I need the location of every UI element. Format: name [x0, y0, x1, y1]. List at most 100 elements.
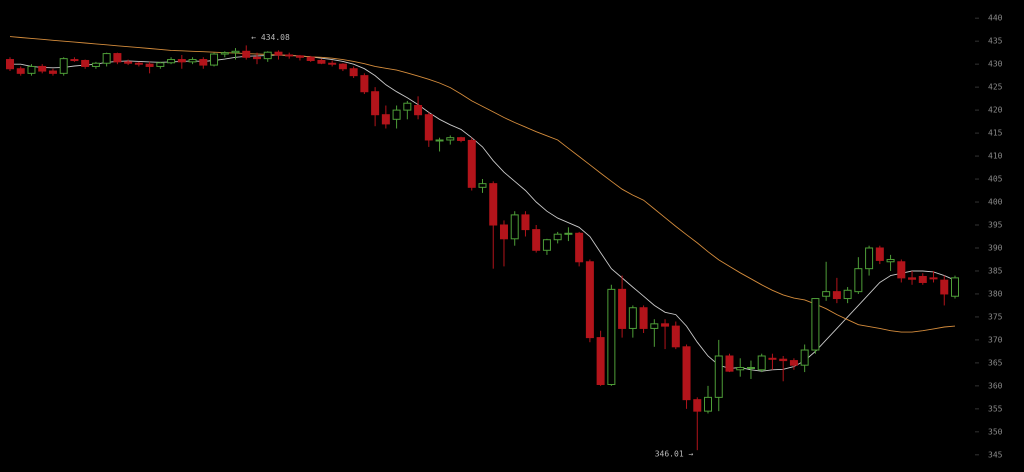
candle-body [553, 233, 562, 241]
candle-body [875, 247, 884, 261]
y-tick-label: 395 [988, 221, 1003, 230]
y-tick-label: 420 [988, 106, 1003, 115]
candle-body [650, 323, 659, 329]
candle-body [585, 261, 594, 339]
candle-body [467, 139, 476, 188]
y-tick-label: 360 [988, 381, 1003, 390]
y-tick-label: 365 [988, 358, 1003, 367]
candle-body [263, 51, 272, 60]
candle-body [832, 291, 841, 300]
candle-body [693, 399, 702, 412]
candle-body [661, 323, 670, 327]
candle-body [532, 229, 541, 251]
candle-body [371, 91, 380, 116]
y-tick-label: 375 [988, 312, 1003, 321]
candle-body [306, 56, 315, 61]
candle-body [682, 346, 691, 401]
y-tick-label: 345 [988, 450, 1003, 459]
y-tick-label: 370 [988, 335, 1003, 344]
candle-body [929, 277, 938, 280]
candle-body [338, 63, 347, 70]
y-tick-label: 400 [988, 198, 1003, 207]
candle-body [596, 337, 605, 385]
candle-body [199, 59, 208, 66]
candle-body [70, 59, 79, 62]
candle-body [231, 50, 240, 54]
candle-body [134, 62, 143, 65]
y-tick-label: 350 [988, 427, 1003, 436]
candle-body [908, 277, 917, 280]
y-tick-label: 355 [988, 404, 1003, 413]
y-tick-label: 405 [988, 175, 1003, 184]
y-tick-label: 430 [988, 60, 1003, 69]
candle-body [575, 232, 584, 263]
candle-body [102, 53, 111, 64]
candle-body [940, 279, 949, 295]
candle-body [457, 137, 466, 141]
candle-body [81, 59, 90, 67]
candle-body [295, 55, 304, 58]
candle-body [446, 137, 455, 141]
candle-body [113, 53, 122, 63]
y-tick-label: 425 [988, 83, 1003, 92]
candle-body [510, 214, 519, 240]
candle-body [768, 357, 777, 360]
candle-body [639, 307, 648, 329]
candle-body [177, 59, 186, 63]
y-tick-label: 390 [988, 243, 1003, 252]
candle-body [542, 239, 551, 251]
candle-body [499, 224, 508, 240]
candle-body [618, 288, 627, 329]
candle-body [843, 289, 852, 300]
candle-body [403, 102, 412, 111]
candle-body [628, 307, 637, 329]
candle-body [124, 61, 133, 64]
candle-body [811, 298, 820, 351]
candle-body [59, 58, 68, 74]
moving-average-line [9, 36, 956, 333]
candle-body [220, 52, 229, 55]
candle-body [521, 214, 530, 231]
candle-body [489, 183, 498, 226]
candle-body [714, 355, 723, 398]
candle-body [328, 62, 337, 65]
candle-body [822, 291, 831, 297]
candle-body [381, 114, 390, 125]
candle-body [285, 54, 294, 57]
price-annotation: ← 434.08 [251, 33, 290, 42]
candle-body [671, 325, 680, 348]
y-tick-label: 415 [988, 129, 1003, 138]
candle-body [607, 288, 616, 385]
candle-body [478, 183, 487, 188]
candle-body [167, 59, 176, 64]
candle-body [865, 247, 874, 270]
y-tick-label: 435 [988, 37, 1003, 46]
candle-body [317, 59, 326, 64]
candle-body [746, 366, 755, 369]
price-annotation: 346.01 → [655, 450, 694, 459]
candle-body [736, 366, 745, 371]
candle-body [779, 358, 788, 362]
y-tick-label: 410 [988, 152, 1003, 161]
candle-body [435, 139, 444, 142]
candle-body [897, 261, 906, 279]
candle-body [349, 68, 358, 77]
candle-body [564, 232, 573, 235]
candle-body [274, 51, 283, 56]
y-tick-label: 380 [988, 289, 1003, 298]
candle-body [757, 355, 766, 371]
candle-body [188, 59, 197, 63]
candle-body [210, 53, 219, 66]
candle-body [886, 258, 895, 263]
candle-body [38, 65, 47, 72]
candle-body [145, 63, 154, 67]
candle-body [156, 62, 165, 67]
candle-body [414, 105, 423, 116]
candle-body [27, 65, 36, 74]
candle-body [800, 349, 809, 366]
candle-body [424, 114, 433, 141]
candle-body [392, 109, 401, 120]
candle-body [252, 56, 261, 60]
candle-body [16, 68, 25, 74]
